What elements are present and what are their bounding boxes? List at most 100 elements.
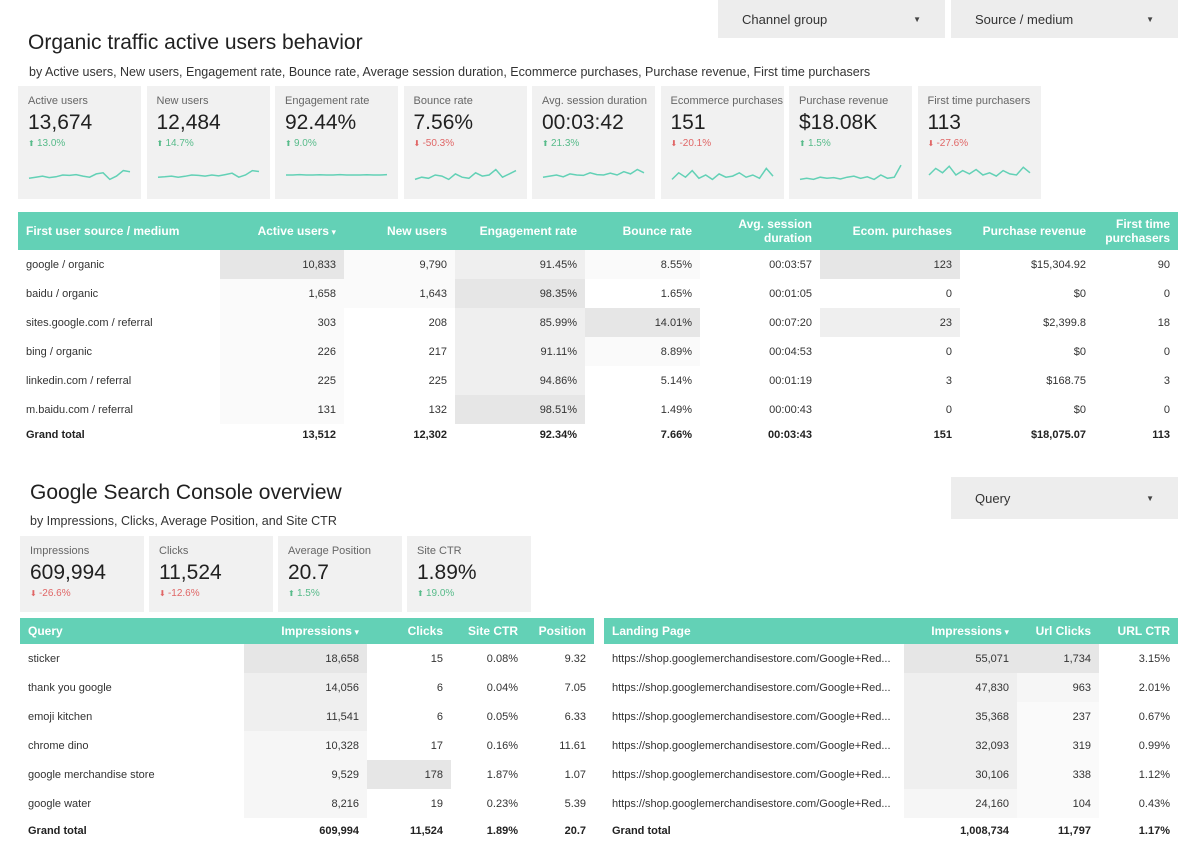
table-row[interactable]: baidu / organic 1,658 1,643 98.35% 1.65% 00:0… xyxy=(18,279,1178,308)
chevron-down-icon: ▼ xyxy=(1146,494,1154,503)
column-header[interactable]: Query xyxy=(20,618,244,644)
column-header[interactable]: Landing Page xyxy=(604,618,904,644)
table-cell: 208 xyxy=(428,316,447,329)
table-cell: 91.11% xyxy=(455,337,585,366)
table-cell: 123 xyxy=(820,250,960,279)
table-row[interactable]: sites.google.com / referral 303 208 85.99% 1… xyxy=(18,308,1178,337)
column-header[interactable]: Engagement rate xyxy=(455,212,585,250)
column-header[interactable]: Clicks xyxy=(367,618,451,644)
kpi-delta-value: -27.6% xyxy=(936,138,969,149)
column-header[interactable]: Avg. session duration xyxy=(700,212,820,250)
table-cell: m.baidu.com / referral xyxy=(26,403,133,416)
table-row[interactable]: emoji kitchen 11,541 6 0.05% 6.33 xyxy=(20,702,594,731)
table-row[interactable]: bing / organic 226 217 91.11% 8.89% 00:04:53 0… xyxy=(18,337,1178,366)
kpi-card: Clicks 11,524 ⬇ -12.6% xyxy=(149,536,273,612)
table-cell: 9,529 xyxy=(244,760,367,789)
table-row[interactable]: https://shop.googlemerchandisestore.com/… xyxy=(604,644,1178,673)
column-header[interactable]: New users xyxy=(344,212,455,250)
arrow-down-icon: ⬇ xyxy=(927,139,937,148)
table-row[interactable]: m.baidu.com / referral 131 132 98.51% 1.49% 0… xyxy=(18,395,1178,424)
table-cell: 18 xyxy=(1157,316,1170,329)
total-cell: 113 xyxy=(1152,428,1170,441)
column-header[interactable]: Position xyxy=(526,618,594,644)
table-row[interactable]: google water 8,216 19 0.23% 5.39 xyxy=(20,789,594,818)
sparkline-chart xyxy=(286,173,388,176)
source-medium-filter[interactable]: Source / medium ▼ xyxy=(951,0,1178,38)
table-cell: 1,734 xyxy=(1017,644,1099,673)
kpi-value: $18.08K xyxy=(799,111,878,134)
table-row[interactable]: https://shop.googlemerchandisestore.com/… xyxy=(604,673,1178,702)
table-cell: 8.55% xyxy=(585,250,700,279)
sparkline-series xyxy=(927,165,1030,177)
organic-section-subtitle: by Active users, New users, Engagement r… xyxy=(29,65,871,79)
gsc-section-subtitle: by Impressions, Clicks, Average Position… xyxy=(30,514,337,528)
table-cell: 11,541 xyxy=(244,702,367,731)
kpi-delta: ⬇ -27.6% xyxy=(928,138,1032,149)
grand-total-row: Grand total 1,008,734 11,797 1.17% xyxy=(604,818,1178,844)
table-cell: 8,216 xyxy=(244,789,367,818)
table-cell: 8.89% xyxy=(585,337,700,366)
sparkline-chart xyxy=(542,168,645,178)
sparkline-chart xyxy=(28,169,131,181)
table-cell: 0.08% xyxy=(486,652,518,665)
table-row[interactable]: thank you google 14,056 6 0.04% 7.05 xyxy=(20,673,594,702)
column-header[interactable]: Site CTR xyxy=(451,618,526,644)
table-row[interactable]: https://shop.googlemerchandisestore.com/… xyxy=(604,702,1178,731)
table-cell: chrome dino xyxy=(28,739,89,752)
column-header[interactable]: First time purchasers xyxy=(1094,212,1178,250)
kpi-card: Impressions 609,994 ⬇ -26.6% xyxy=(20,536,144,612)
column-header[interactable]: Impressions xyxy=(244,618,367,644)
column-header[interactable]: Purchase revenue xyxy=(960,212,1094,250)
table-cell: 30,106 xyxy=(904,760,1017,789)
table-cell: baidu / organic xyxy=(26,287,99,300)
table-cell: 00:07:20 xyxy=(769,316,812,329)
table-cell: 17 xyxy=(430,739,443,752)
column-header[interactable]: Active users xyxy=(220,212,344,250)
table-row[interactable]: linkedin.com / referral 225 225 94.86% 5.14%… xyxy=(18,366,1178,395)
column-header[interactable]: URL CTR xyxy=(1099,618,1178,644)
table-cell: 6.33 xyxy=(564,710,586,723)
column-header[interactable]: First user source / medium xyxy=(18,212,220,250)
kpi-delta-value: 21.3% xyxy=(550,138,580,149)
table-cell: google water xyxy=(28,797,91,810)
table-cell: 1.07 xyxy=(564,768,586,781)
kpi-card: Engagement rate 92.44% ⬆ 9.0% xyxy=(275,86,398,199)
table-row[interactable]: https://shop.googlemerchandisestore.com/… xyxy=(604,789,1178,818)
table-cell: sticker xyxy=(28,652,60,665)
table-cell: $2,399.8 xyxy=(1043,316,1086,329)
table-cell: 1,658 xyxy=(220,279,344,308)
arrow-up-icon: ⬆ xyxy=(542,139,551,148)
kpi-delta: ⬆ 9.0% xyxy=(285,138,389,149)
table-row[interactable]: google / organic 10,833 9,790 91.45% 8.55% 00… xyxy=(18,250,1178,279)
channel-group-label: Channel group xyxy=(742,11,828,27)
column-header[interactable]: Impressions xyxy=(904,618,1017,644)
column-header[interactable]: Ecom. purchases xyxy=(820,212,960,250)
arrow-up-icon: ⬆ xyxy=(156,139,166,148)
table-row[interactable]: chrome dino 10,328 17 0.16% 11.61 xyxy=(20,731,594,760)
kpi-value: 7.56% xyxy=(413,111,474,134)
table-cell: sites.google.com / referral xyxy=(26,316,153,329)
column-header[interactable]: Url Clicks xyxy=(1017,618,1099,644)
kpi-label: First time purchasers xyxy=(927,95,1031,107)
channel-group-filter[interactable]: Channel group ▼ xyxy=(718,0,945,38)
table-row[interactable]: https://shop.googlemerchandisestore.com/… xyxy=(604,731,1178,760)
column-header[interactable]: Bounce rate xyxy=(585,212,700,250)
table-cell: 0.04% xyxy=(486,681,518,694)
arrow-up-icon: ⬆ xyxy=(285,139,294,148)
table-cell: 319 xyxy=(1017,731,1099,760)
table-cell: 14,056 xyxy=(244,673,367,702)
table-row[interactable]: google merchandise store 9,529 178 1.87% 1.0… xyxy=(20,760,594,789)
table-row[interactable]: https://shop.googlemerchandisestore.com/… xyxy=(604,760,1178,789)
kpi-delta: ⬇ -12.6% xyxy=(159,588,264,599)
kpi-card: Average Position 20.7 ⬆ 1.5% xyxy=(278,536,402,612)
query-filter[interactable]: Query ▼ xyxy=(951,477,1178,519)
total-cell: Grand total xyxy=(612,825,671,837)
table-cell: 9,790 xyxy=(344,250,455,279)
table-cell: $0 xyxy=(1073,287,1086,300)
table-cell: google / organic xyxy=(26,258,105,271)
sparkline-series xyxy=(542,168,645,178)
table-row[interactable]: sticker 18,658 15 0.08% 9.32 xyxy=(20,644,594,673)
table-cell: 0 xyxy=(945,403,952,416)
chevron-down-icon: ▼ xyxy=(1146,15,1154,24)
kpi-card: New users 12,484 ⬆ 14.7% xyxy=(146,86,270,199)
